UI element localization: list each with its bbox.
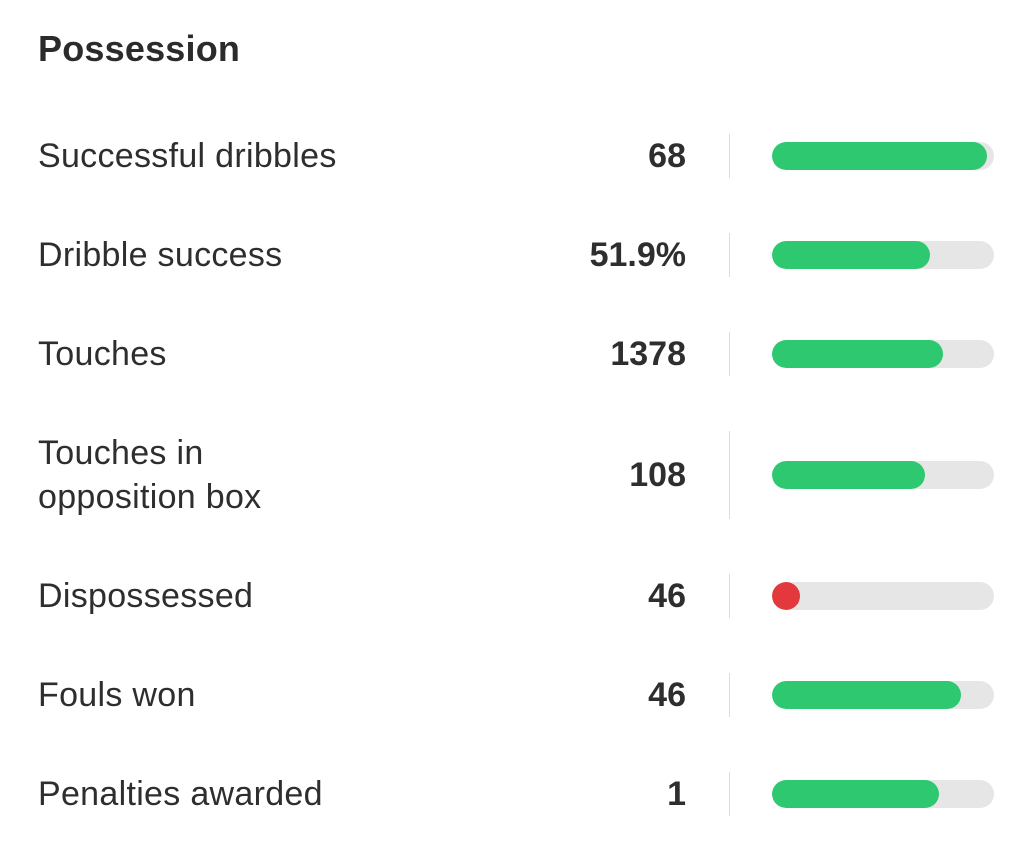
stat-label: Fouls won	[38, 676, 196, 714]
stat-value: 1378	[610, 335, 686, 373]
row-divider	[729, 772, 730, 816]
stat-row-touches-in-opposition-box: Touches in opposition box 108	[0, 431, 1024, 519]
stat-bar-fill	[772, 780, 939, 808]
stat-bar	[772, 681, 994, 709]
stat-row-dispossessed: Dispossessed 46	[0, 574, 1024, 618]
stat-label: Dispossessed	[38, 577, 254, 615]
stat-row-dribble-success: Dribble success 51.9%	[0, 233, 1024, 277]
stat-bar-dot	[772, 582, 800, 610]
stat-bar	[772, 340, 994, 368]
row-divider	[729, 332, 730, 376]
row-divider	[729, 574, 730, 618]
row-divider	[729, 134, 730, 178]
stat-bar	[772, 582, 994, 610]
stat-label: Touches	[38, 335, 167, 373]
row-divider	[729, 431, 730, 519]
stat-bar-fill	[772, 681, 961, 709]
stat-row-penalties-awarded: Penalties awarded 1	[0, 772, 1024, 816]
stat-row-touches: Touches 1378	[0, 332, 1024, 376]
stat-bar-fill	[772, 461, 925, 489]
stat-value: 46	[648, 577, 686, 615]
stat-value: 1	[667, 775, 686, 813]
stat-label: Penalties awarded	[38, 775, 323, 813]
section-title: Possession	[38, 28, 241, 69]
stat-label: Successful dribbles	[38, 137, 337, 175]
stat-bar	[772, 142, 994, 170]
stat-bar-fill	[772, 142, 987, 170]
row-divider	[729, 673, 730, 717]
stat-value: 51.9%	[589, 236, 686, 274]
stat-label: Dribble success	[38, 236, 283, 274]
stat-bar-fill	[772, 340, 943, 368]
stat-bar	[772, 461, 994, 489]
row-divider	[729, 233, 730, 277]
stat-row-fouls-won: Fouls won 46	[0, 673, 1024, 717]
stat-bar-fill	[772, 241, 930, 269]
stat-label: Touches in opposition box	[38, 434, 262, 516]
stat-value: 46	[648, 676, 686, 714]
stat-bar	[772, 241, 994, 269]
stat-value: 68	[648, 137, 686, 175]
stat-bar	[772, 780, 994, 808]
stat-row-successful-dribbles: Successful dribbles 68	[0, 134, 1024, 178]
stat-value: 108	[629, 456, 686, 494]
